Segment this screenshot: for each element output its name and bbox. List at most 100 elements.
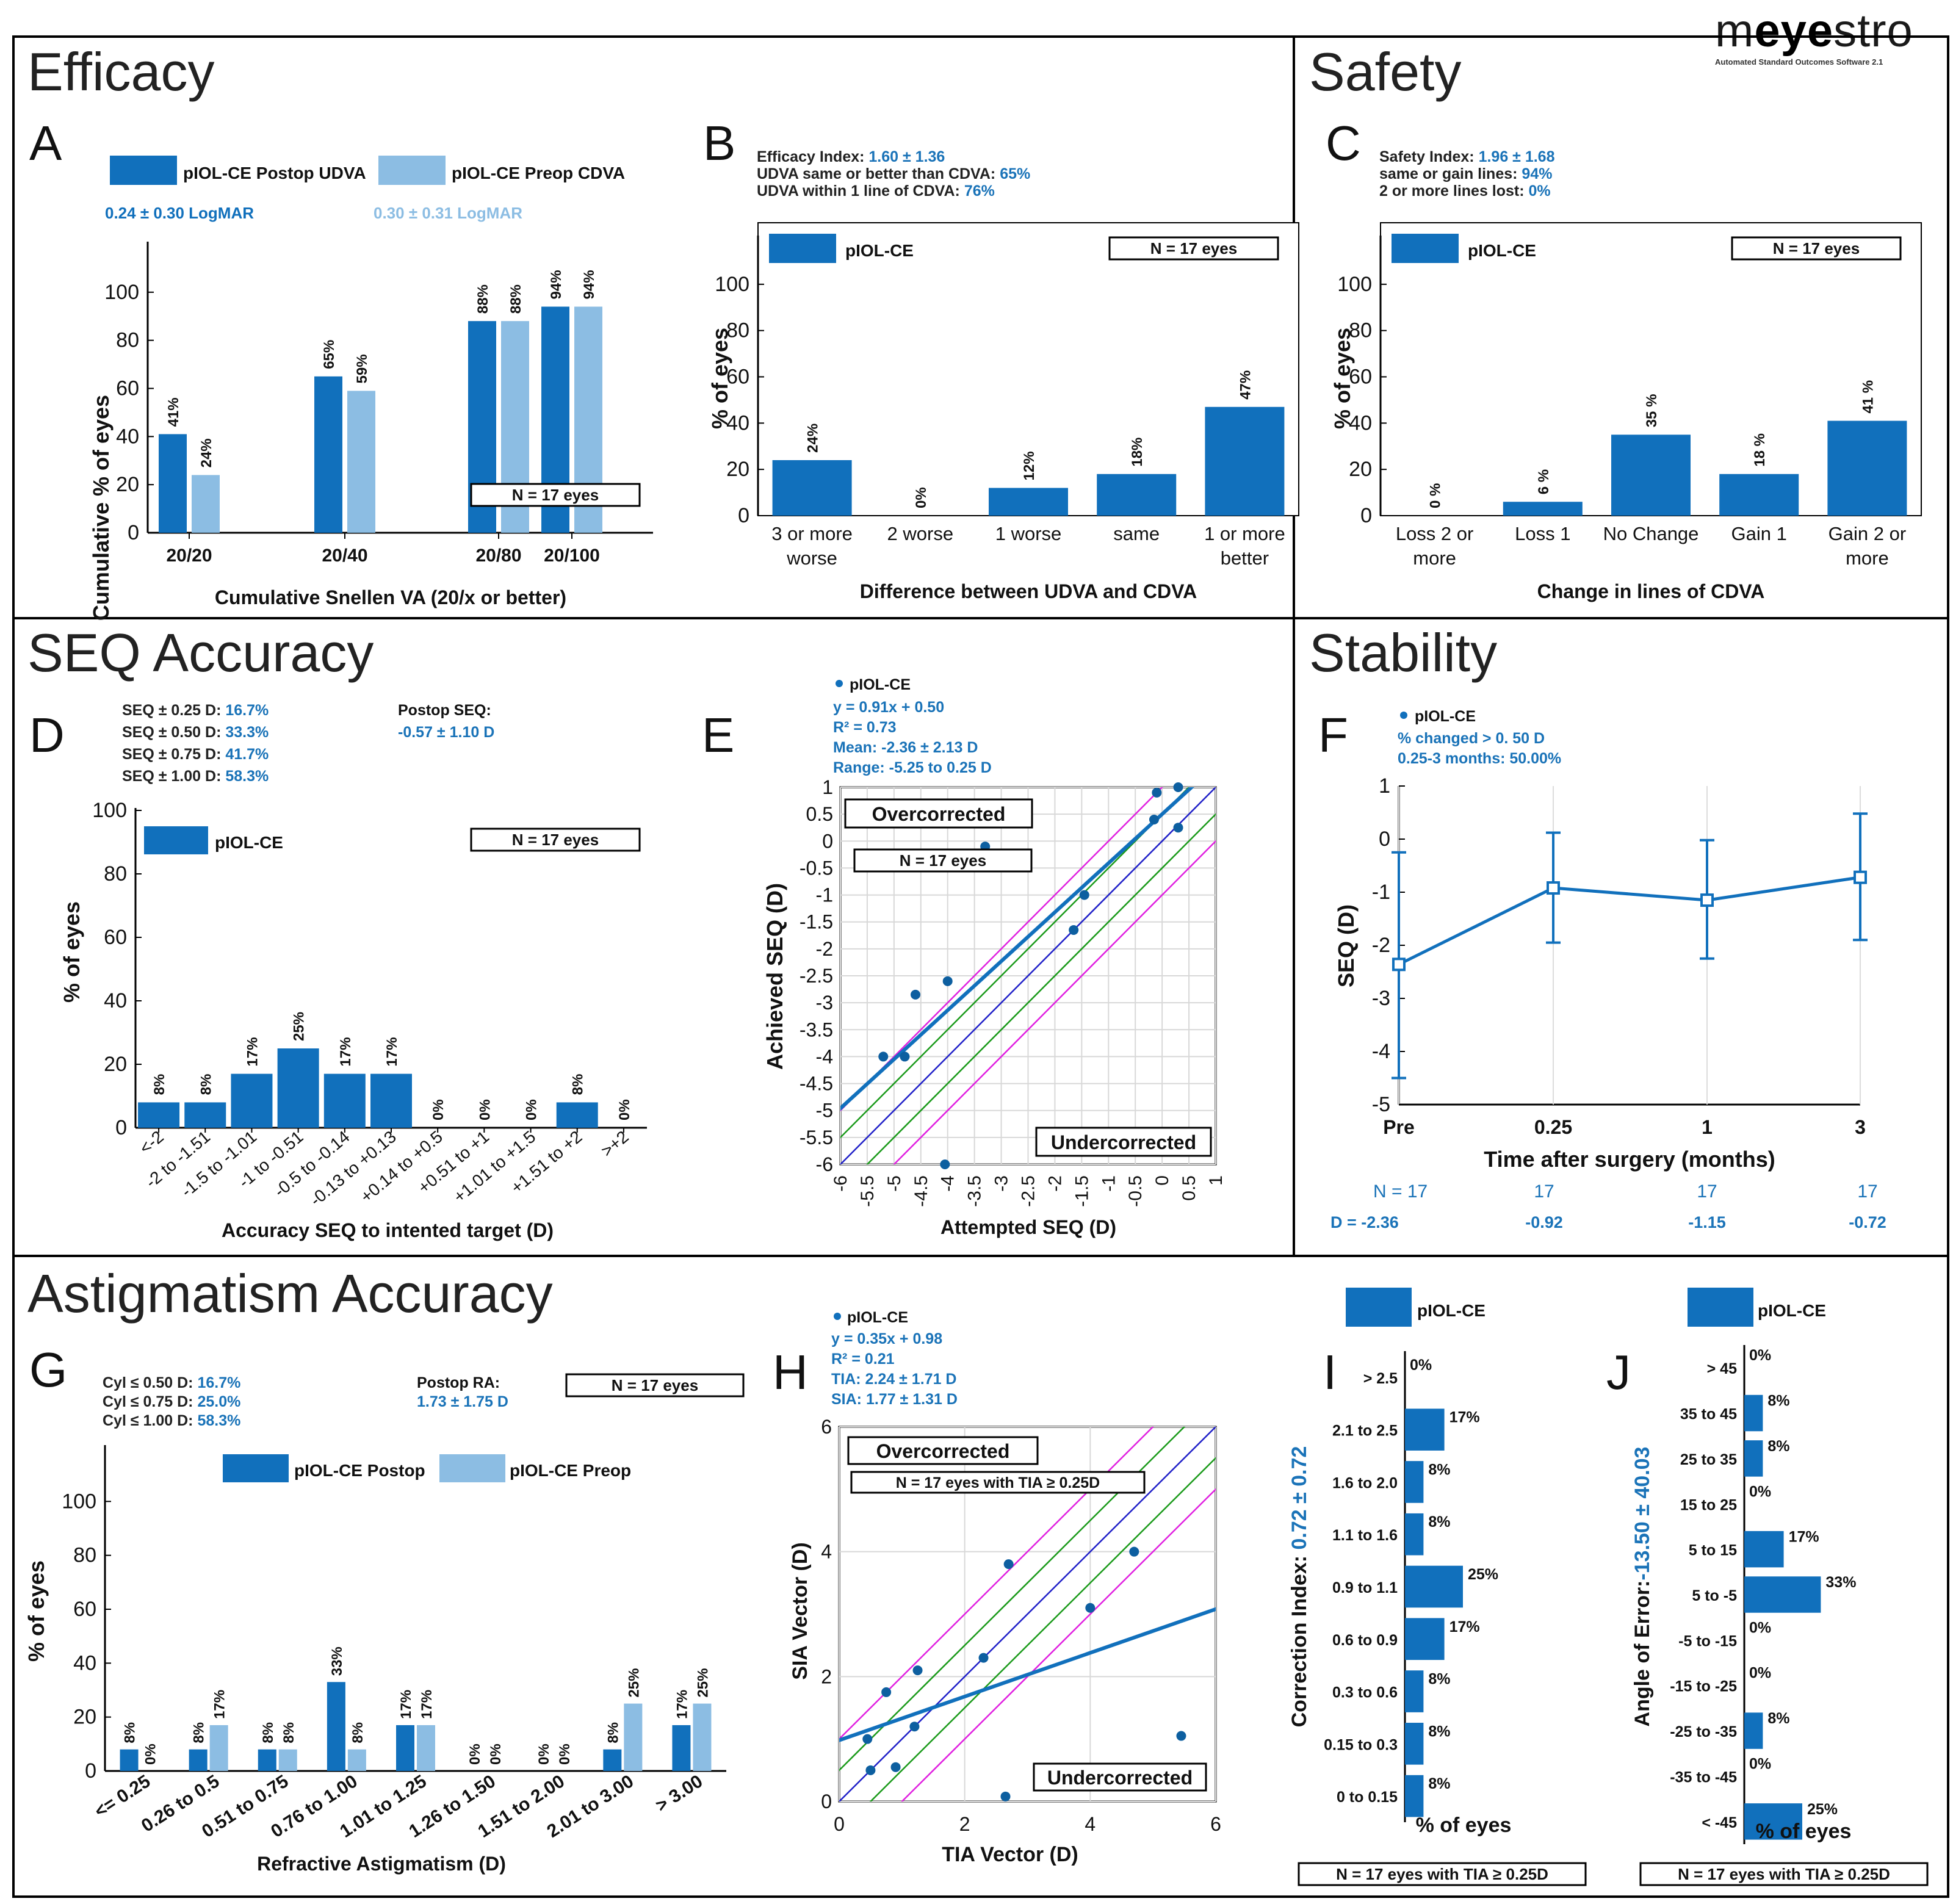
y-tick-label: 60: [73, 1598, 96, 1621]
n-eyes-label: N = 17 eyes: [900, 851, 986, 870]
y-tick-label: 0.5: [806, 803, 833, 825]
bar-preop: [209, 1725, 228, 1771]
bar-value-label: 8%: [1428, 1723, 1450, 1740]
info-line-b: UDVA same or better than CDVA: 65%: [757, 165, 1030, 182]
info-label: Safety Index:: [1379, 148, 1479, 165]
bar-value-label: 0%: [913, 487, 930, 508]
bar-value-label: 17%: [1449, 1618, 1480, 1635]
brand-wordmark: meyestro: [1715, 5, 1913, 57]
legend-label: pIOL-CE: [1415, 708, 1476, 725]
bar-value-label: 17%: [1789, 1529, 1819, 1546]
bar: [1611, 435, 1691, 516]
x-tick-label: -2: [1045, 1175, 1065, 1192]
bar-value-label: 0%: [536, 1744, 552, 1765]
n-eyes-label: N = 17 eyes: [1150, 239, 1237, 258]
y-tick-label: 80: [726, 319, 749, 342]
y-tick-label: 0: [85, 1759, 96, 1783]
info-line-c: Safety Index: 1.96 ± 1.68: [1379, 148, 1555, 165]
bar-value-label: 8%: [151, 1074, 168, 1095]
x-tick-label: Gain 1: [1731, 523, 1787, 544]
bar-postop: [603, 1749, 622, 1771]
panel-letter-b: B: [703, 116, 735, 170]
y-tick-label: -35 to -45: [1670, 1769, 1737, 1786]
n-eyes-box: [470, 828, 641, 852]
y-tick-label: 40: [104, 989, 127, 1012]
bar-preop: [417, 1725, 435, 1771]
y-tick-label: 0.6 to 0.9: [1332, 1632, 1398, 1649]
n-count-label: 17: [1534, 1181, 1554, 1202]
data-point: [1152, 787, 1162, 798]
y-tick-label: 0: [822, 830, 833, 852]
bar-value-label: 94%: [581, 270, 597, 299]
section-title-safety: Safety: [1309, 41, 1461, 102]
y-tick-label: 80: [1349, 319, 1372, 342]
y-tick-label: 0: [1379, 828, 1390, 851]
bar-preop: [624, 1703, 643, 1771]
regression-line: [840, 787, 1194, 1111]
y-tick-label: -1: [816, 884, 833, 906]
n-eyes-box: [850, 1471, 1146, 1494]
x-axis-title: Change in lines of CDVA: [1537, 580, 1765, 602]
bar-value-label: 25%: [626, 1668, 642, 1698]
bar-value-label: 8%: [260, 1722, 276, 1744]
bar-value-label: 8%: [281, 1722, 297, 1744]
x-tick-label: >+2: [597, 1127, 632, 1161]
bar: [989, 488, 1068, 516]
y-axis-title: Correction Index: 0.72 ± 0.72: [1288, 1446, 1311, 1728]
y-tick-label: 0 to 0.15: [1337, 1789, 1398, 1806]
n-eyes-label: N = 17 eyes: [1773, 239, 1860, 258]
panel-letter-a: A: [29, 116, 62, 170]
mean-value-label: D = -2.36: [1330, 1213, 1399, 1231]
legend-label-postop: pIOL-CE Postop UDVA: [183, 164, 366, 182]
data-point: [865, 1765, 876, 1775]
y-tick-label: 35 to 45: [1680, 1406, 1737, 1423]
bar-value-label: 8%: [1428, 1461, 1450, 1478]
data-point: [1079, 890, 1089, 900]
n-eyes-label: N = 17 eyes: [512, 486, 599, 504]
info-line-g: Cyl ≤ 1.00 D: 58.3%: [103, 1412, 240, 1429]
bar: [1744, 1531, 1784, 1568]
bar: [231, 1073, 273, 1128]
bar-value-label: 17%: [212, 1690, 228, 1719]
info-label: SEQ ± 0.25 D:: [122, 702, 225, 719]
data-point: [978, 1653, 989, 1663]
bar-value-label: 0%: [557, 1744, 573, 1765]
n-eyes-box: [853, 848, 1033, 873]
bar-value-label: 41%: [165, 397, 182, 427]
x-tick-label: <-2: [135, 1127, 167, 1158]
x-tick-label: 1 worse: [995, 523, 1062, 544]
bar: [1744, 1394, 1763, 1432]
n-eyes-label: N = 17 eyes with TIA ≥ 0.25D: [1336, 1865, 1548, 1883]
y-tick-label: -3: [1372, 987, 1390, 1010]
x-tick-label: 0: [834, 1813, 845, 1835]
y-tick-label: 0.15 to 0.3: [1324, 1736, 1398, 1753]
info-line-g: Cyl ≤ 0.75 D: 25.0%: [103, 1393, 240, 1410]
y-tick-label: 0: [1360, 504, 1372, 527]
mean-value-label: -0.92: [1525, 1213, 1563, 1231]
bar: [1205, 406, 1285, 516]
legend-label-preop: pIOL-CE Preop CDVA: [452, 164, 625, 182]
x-tick-label: 20/20: [166, 546, 212, 566]
x-tick-label: 0.5: [1179, 1175, 1199, 1201]
y-tick-label: 60: [104, 926, 127, 949]
bar: [1097, 474, 1177, 516]
data-point: [942, 976, 953, 986]
y-tick-label: 0: [128, 521, 139, 544]
info-value: 41.7%: [225, 746, 269, 763]
info-label: UDVA within 1 line of CDVA:: [757, 182, 964, 200]
x-tick-label: 2 worse: [887, 523, 954, 544]
bar-value-label: 0%: [1410, 1357, 1432, 1374]
bar-piol-ce-postop-udva: [314, 376, 342, 533]
x-tick-label: -1.5: [1072, 1175, 1092, 1207]
bar-value-label: 12%: [1021, 451, 1038, 480]
info-line-c: 2 or more lines lost: 0%: [1379, 182, 1551, 200]
x-tick-label: 2: [959, 1813, 970, 1835]
bar-value-label: 17%: [244, 1037, 261, 1067]
brand-tagline: Automated Standard Outcomes Software 2.1: [1715, 57, 1883, 67]
data-point: [878, 1051, 889, 1062]
y-axis-title: SEQ (D): [1334, 904, 1359, 987]
y-tick-label: -1.5: [800, 911, 833, 933]
section-title-seq: SEQ Accuracy: [27, 622, 374, 683]
info-label: Cyl ≤ 0.50 D:: [103, 1374, 197, 1391]
y-tick-label: 20: [104, 1053, 127, 1076]
